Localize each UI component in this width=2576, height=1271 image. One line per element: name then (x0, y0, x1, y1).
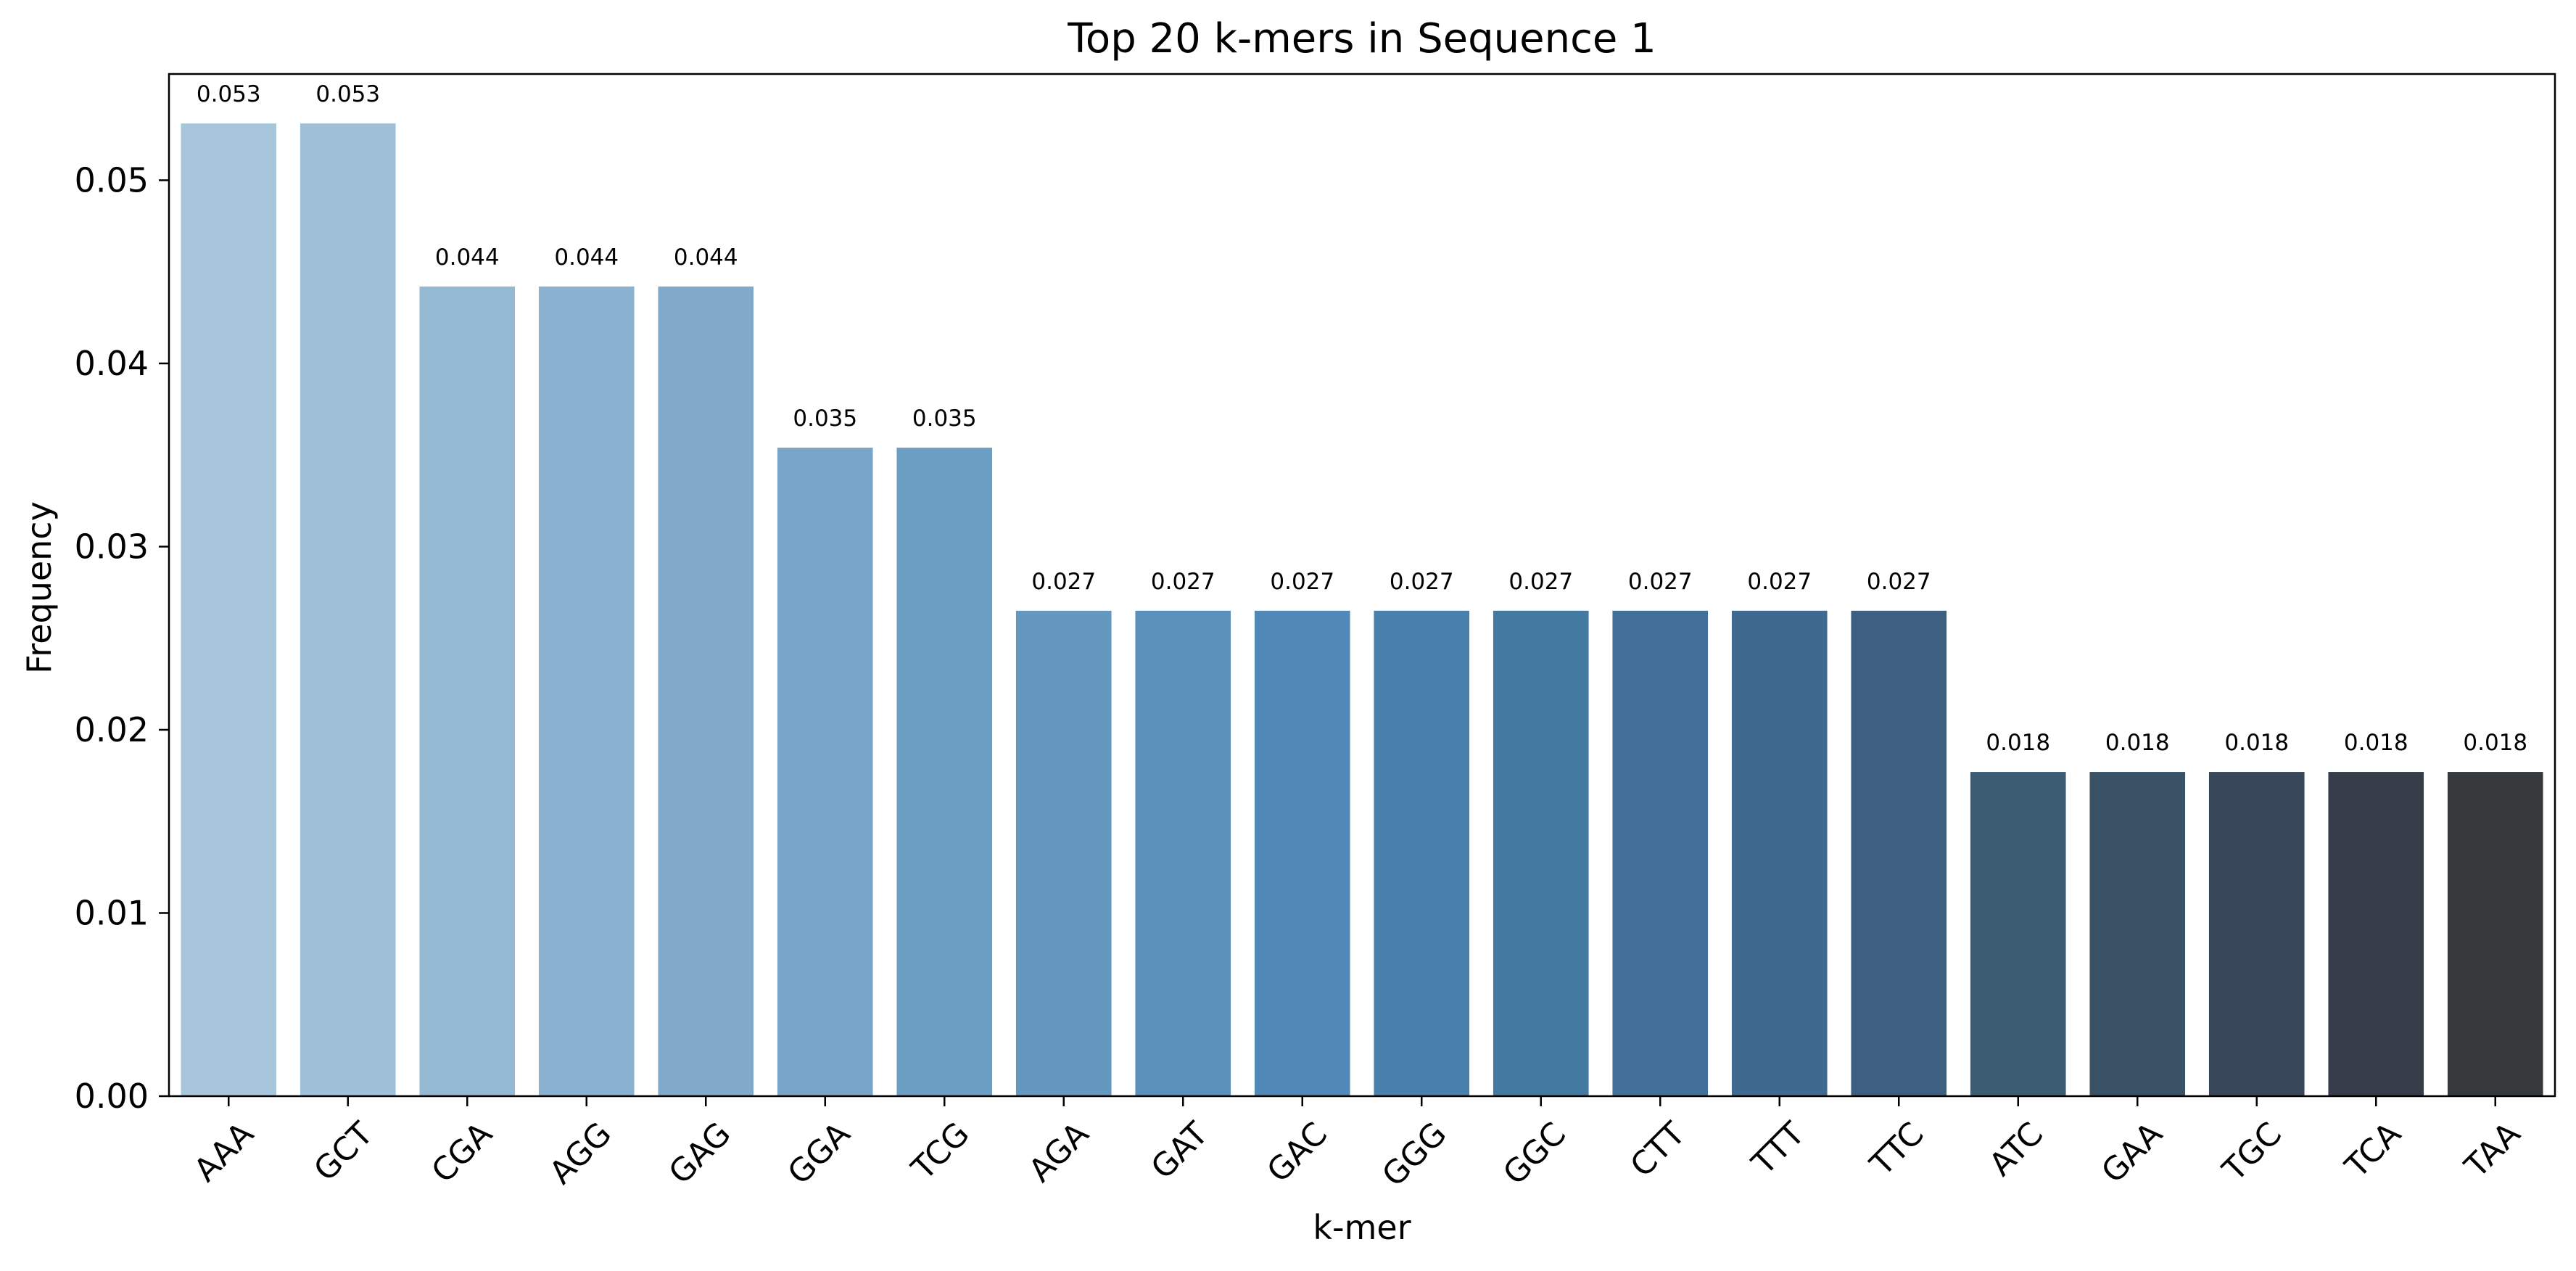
x-axis-label: k-mer (1313, 1208, 1411, 1247)
x-tick-label: GGC (1496, 1115, 1573, 1192)
bar-gag (658, 286, 754, 1096)
bar-aga (1015, 610, 1112, 1096)
y-axis-label: Frequency (20, 501, 59, 674)
bar-value-label: 0.018 (2105, 730, 2170, 756)
bar-value-label: 0.027 (1390, 569, 1454, 595)
bar-aaa (181, 123, 277, 1097)
x-tick-label: GGA (781, 1115, 858, 1192)
bar-atc (1970, 772, 2066, 1096)
bar-value-label: 0.027 (1031, 569, 1096, 595)
y-tick-label: 0.04 (75, 344, 149, 383)
x-tick-label: AGA (1022, 1115, 1096, 1189)
bar-value-label: 0.044 (435, 244, 500, 271)
bar-cga (419, 286, 516, 1096)
bar-value-label: 0.027 (1151, 569, 1215, 595)
bar-value-label: 0.044 (674, 244, 738, 271)
bar-value-label: 0.053 (315, 81, 380, 107)
bar-value-label: 0.018 (1986, 730, 2050, 756)
bar-value-label: 0.018 (2344, 730, 2408, 756)
x-tick-label: GGG (1375, 1115, 1453, 1193)
bar-value-label: 0.035 (912, 406, 977, 432)
bar-value-label: 0.027 (1867, 569, 1931, 595)
bar-value-label: 0.053 (197, 81, 261, 107)
bar-value-label: 0.027 (1270, 569, 1334, 595)
bar-value-label: 0.018 (2224, 730, 2289, 756)
x-tick-label: TCA (2338, 1115, 2408, 1185)
x-tick-label: GCT (307, 1115, 380, 1188)
x-tick-label: TTT (1744, 1115, 1812, 1182)
x-axis: AAA GCT CGA AGG GAG GGA TCG AGA GAT GAC GGG GGC CTT T… (187, 1096, 2527, 1194)
x-tick-label: CGA (424, 1115, 499, 1190)
bar-value-label: 0.027 (1747, 569, 1812, 595)
x-tick-label: TAA (2457, 1115, 2527, 1185)
bar-gga (777, 448, 873, 1096)
y-tick-label: 0.03 (75, 527, 149, 566)
bar-ttc (1851, 610, 1947, 1096)
bar-tca (2328, 772, 2424, 1096)
x-tick-label: AGG (542, 1115, 619, 1191)
bar-agg (538, 286, 635, 1096)
x-tick-label: GAC (1260, 1115, 1335, 1190)
y-tick-label: 0.02 (75, 710, 149, 749)
y-axis: 0.00 0.01 0.02 0.03 0.04 0.05 (75, 160, 169, 1116)
bar-gat (1135, 610, 1231, 1096)
y-tick-label: 0.00 (75, 1077, 149, 1116)
x-tick-label: GAG (662, 1115, 738, 1191)
x-tick-label: TTC (1863, 1115, 1931, 1183)
bar-value-label: 0.027 (1508, 569, 1573, 595)
bar-value-label: 0.035 (793, 406, 857, 432)
y-tick-label: 0.05 (75, 160, 149, 200)
bar-ggg (1374, 610, 1470, 1096)
bar-value-label: 0.027 (1628, 569, 1693, 595)
x-tick-label: TCG (904, 1115, 977, 1188)
bar-tgc (2208, 772, 2305, 1096)
x-tick-label: TGC (2216, 1115, 2290, 1189)
plot-frame (168, 73, 2556, 1098)
x-tick-label: ATC (1982, 1115, 2050, 1183)
bar-ggc (1493, 610, 1589, 1096)
y-tick-label: 0.01 (75, 893, 149, 932)
bar-ctt (1612, 610, 1709, 1096)
x-tick-label: CTT (1623, 1115, 1692, 1184)
bar-taa (2447, 772, 2543, 1096)
x-tick-label: GAT (1144, 1115, 1215, 1186)
bar-tcg (896, 448, 993, 1096)
bar-gct (300, 123, 396, 1097)
bars-group (181, 123, 2543, 1097)
bar-gac (1254, 610, 1350, 1096)
chart-title: Top 20 k-mers in Sequence 1 (1067, 15, 1656, 62)
bar-value-label: 0.018 (2463, 730, 2527, 756)
bar-ttt (1731, 610, 1828, 1096)
x-tick-label: GAA (2094, 1115, 2170, 1190)
bar-gaa (2089, 772, 2186, 1096)
x-tick-label: AAA (187, 1115, 261, 1189)
bar-value-label: 0.044 (554, 244, 619, 271)
bar-value-labels: 0.053 0.053 0.044 0.044 0.044 0.035 0.035 0.027… (197, 81, 2527, 756)
